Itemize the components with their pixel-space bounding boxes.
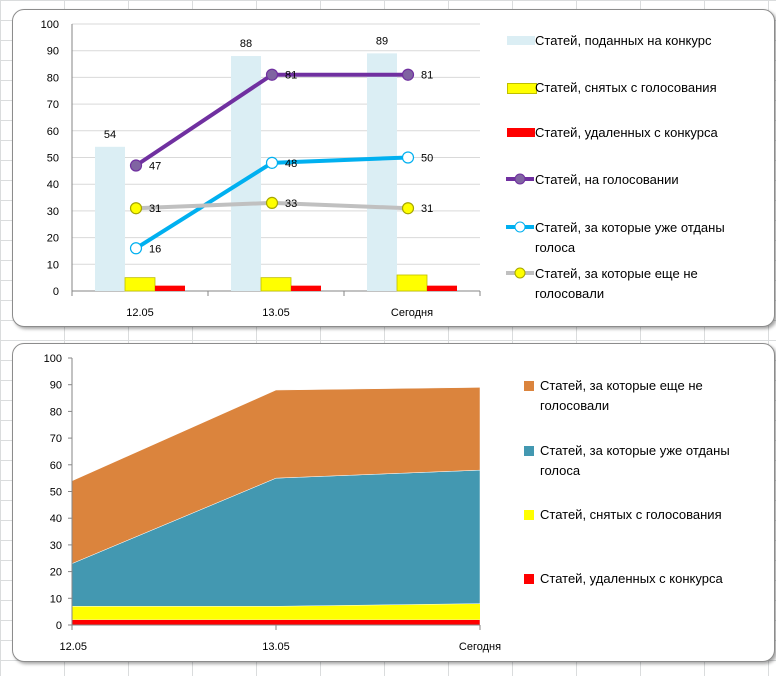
line-marker [265,68,279,81]
bar [95,146,125,291]
y-tick-label: 80 [50,406,62,418]
legend-label: Статей, за которые еще не голосовали [540,378,703,413]
legend-label: Статей, удаленных с конкурса [535,125,718,140]
line-data-label: 81 [285,70,297,82]
y-tick-label: 60 [50,460,62,472]
y-tick-label: 20 [47,233,59,245]
line-data-label: 33 [285,198,297,210]
area-band [72,603,480,620]
y-tick-label: 70 [47,99,59,111]
x-tick-label: Сегодня [459,641,501,653]
y-tick-label: 30 [47,206,59,218]
legend-swatch [524,446,534,456]
y-tick-label: 30 [50,540,62,552]
area-band [71,619,481,626]
bar-data-label: 89 [376,35,388,47]
line-data-label: 31 [149,203,161,215]
line-marker [401,68,415,81]
legend-marker [506,267,534,279]
y-tick-label: 50 [47,153,59,165]
legend-label: Статей, снятых с голосования [540,507,722,522]
line-data-label: 16 [149,243,161,255]
x-tick-label: 12.05 [59,641,87,653]
y-tick-label: 0 [53,286,59,298]
legend-label: Статей, за которые уже отданы голоса [540,443,730,478]
y-tick-label: 80 [47,72,59,84]
y-tick-label: 90 [50,380,62,392]
line-data-label: 50 [421,153,433,165]
line-marker [401,151,415,164]
bar [427,285,457,291]
x-tick-label: 13.05 [262,307,290,319]
legend-label: Статей, снятых с голосования [535,80,717,95]
line-marker [129,202,143,215]
y-tick-label: 50 [50,487,62,499]
bar [155,285,185,291]
y-tick-label: 70 [50,433,62,445]
line-marker [401,202,415,215]
x-tick-label: 13.05 [262,641,290,653]
bar [124,277,156,292]
bar [367,53,397,292]
line-data-label: 47 [149,161,161,173]
legend-swatch [507,36,535,45]
line-marker [129,159,143,172]
bar-data-label: 54 [104,129,116,141]
legend-label: Статей, за которые уже отданы голоса [535,220,725,255]
line-marker [129,242,143,255]
legend-swatch [524,381,534,391]
bar-data-label: 88 [240,38,252,50]
legend-label: Статей, поданных на конкурс [535,33,712,48]
y-tick-label: 100 [41,19,59,31]
y-tick-label: 10 [47,259,59,271]
y-tick-label: 0 [56,620,62,632]
legend-label: Статей, удаленных с конкурса [540,571,723,586]
y-tick-label: 10 [50,593,62,605]
line-marker [265,196,279,209]
y-tick-label: 90 [47,46,59,58]
legend-label: Статей, на голосовании [535,172,679,187]
bar [260,277,292,292]
line-data-label: 31 [421,203,433,215]
y-tick-label: 100 [44,353,62,365]
x-tick-label: Сегодня [391,307,433,319]
bar [291,285,321,291]
legend-swatch [507,83,537,94]
legend-swatch [507,128,535,137]
y-tick-label: 40 [47,179,59,191]
line-data-label: 81 [421,70,433,82]
y-tick-label: 60 [47,126,59,138]
y-tick-label: 40 [50,513,62,525]
legend-marker [506,173,534,185]
y-tick-label: 20 [50,567,62,579]
legend-label: Статей, за которые еще не голосовали [535,266,698,301]
bar [396,274,428,292]
legend-swatch [524,574,534,584]
legend-swatch [524,510,534,520]
chart-top-legend: Статей, поданных на конкурс Статей, сняты… [506,0,757,310]
x-tick-label: 12.05 [126,307,154,319]
chart-bottom-legend: Статей, за которые еще не голосовали Стат… [524,0,769,650]
line-data-label: 48 [285,158,297,170]
line-marker [265,156,279,169]
legend-marker [506,221,534,233]
